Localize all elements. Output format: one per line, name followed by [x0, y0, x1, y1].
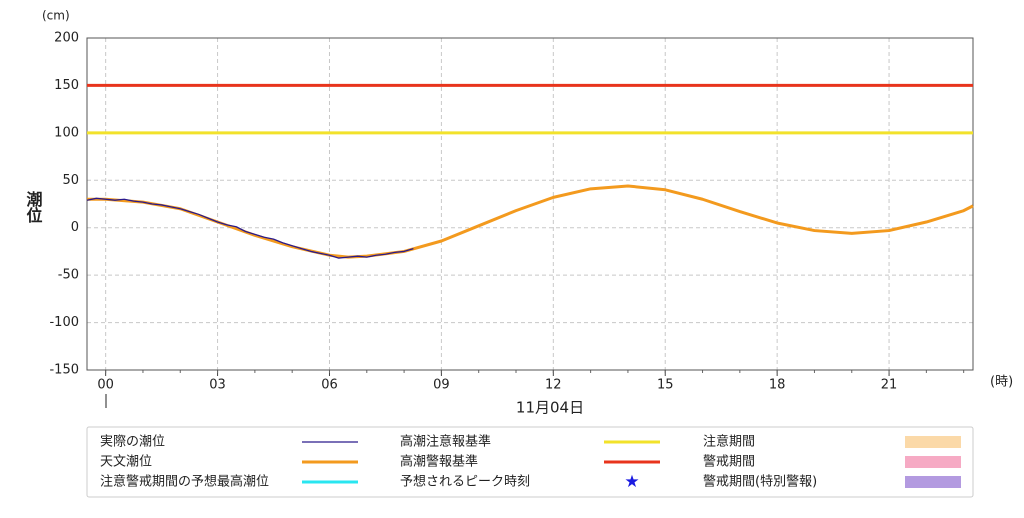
legend-label: 実際の潮位 [100, 434, 165, 450]
legend-label: 警戒期間(特別警報) [703, 474, 817, 490]
y-tick-label: 0 [71, 220, 79, 235]
legend-label: 注意期間 [703, 434, 755, 450]
series-line [86, 197, 414, 259]
y-tick-label: 200 [54, 31, 79, 46]
y-tick-label: -50 [58, 268, 79, 283]
y-tick-label: -150 [49, 363, 79, 378]
legend-key [905, 456, 961, 468]
x-tick-label: 15 [657, 378, 674, 393]
y-unit: (cm) [42, 9, 70, 23]
legend-label: 警戒期間 [703, 454, 755, 470]
x-tick-label: 06 [321, 378, 338, 393]
x-tick-label: 00 [97, 378, 114, 393]
legend-key [905, 436, 961, 448]
x-tick-label: 03 [209, 378, 226, 393]
y-tick-label: 150 [54, 78, 79, 93]
legend-label: 注意警戒期間の予想最高潮位 [100, 474, 269, 490]
legend-key: ★ [624, 472, 639, 492]
date-label: 11月04日 [516, 399, 584, 417]
legend-label: 予想されるピーク時刻 [400, 474, 530, 490]
y-axis-label: 潮位 [24, 190, 43, 224]
x-unit: (時) [990, 375, 1013, 390]
y-tick-label: 50 [62, 173, 79, 188]
x-tick-label: 09 [433, 378, 450, 393]
x-tick-label: 18 [769, 378, 786, 393]
legend-label: 高潮注意報基準 [400, 434, 491, 450]
x-tick-label: 12 [545, 378, 562, 393]
x-tick-label: 21 [881, 378, 898, 393]
legend-label: 天文潮位 [100, 455, 152, 470]
legend-box [86, 426, 974, 498]
y-tick-label: 100 [54, 125, 79, 140]
y-tick-label: -100 [49, 315, 79, 330]
plot-frame [86, 37, 974, 371]
legend-label: 高潮警報基準 [400, 454, 478, 470]
series-line [87, 184, 974, 259]
legend-key [905, 476, 961, 488]
